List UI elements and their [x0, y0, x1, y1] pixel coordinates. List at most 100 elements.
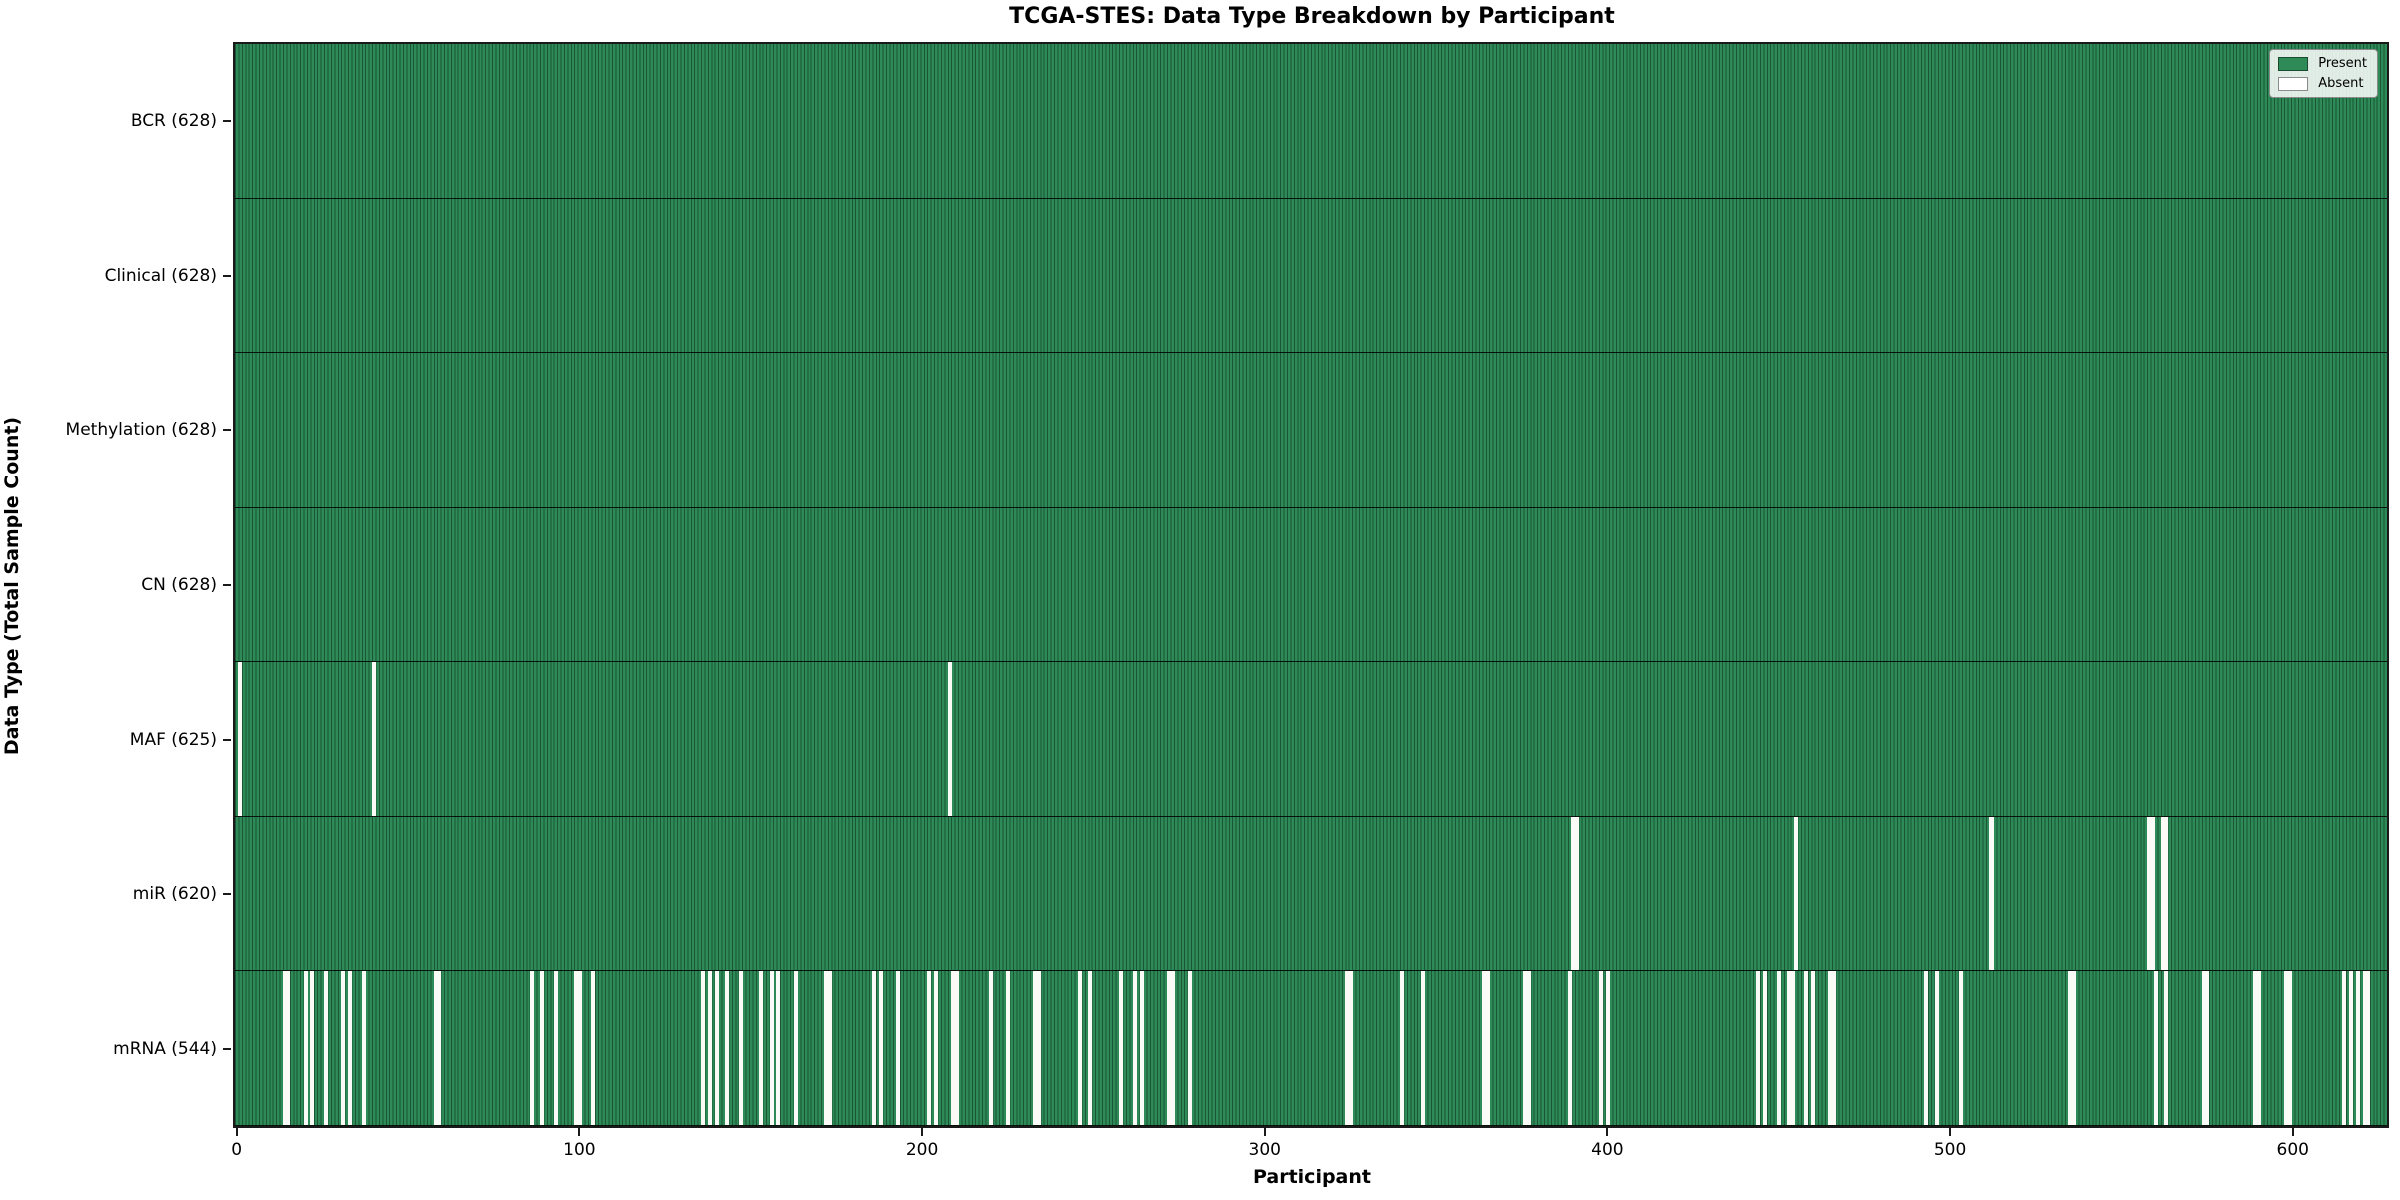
- absent-stripe-mrna-454: [1790, 971, 1795, 1125]
- y-tick-mark: [223, 429, 231, 432]
- absent-stripe-mrna-33: [348, 971, 353, 1125]
- absent-stripe-mrna-364: [1482, 971, 1487, 1125]
- x-tick-mark: [921, 1128, 924, 1136]
- absent-stripe-mrna-617: [2349, 971, 2354, 1125]
- absent-stripe-mrna-100: [577, 971, 582, 1125]
- legend: Present Absent: [2269, 49, 2378, 98]
- absent-stripe-mrna-621: [2363, 971, 2368, 1125]
- absent-stripe-mrna-220: [988, 971, 993, 1125]
- row-clinical: [235, 198, 2387, 354]
- absent-stripe-mrna-536: [2071, 971, 2076, 1125]
- y-tick-mark: [223, 120, 231, 123]
- x-tick-label-0: 0: [231, 1140, 243, 1160]
- absent-stripe-mrna-22: [310, 971, 315, 1125]
- y-axis: BCR (628) Clinical (628) Methylation (628)…: [0, 42, 233, 1128]
- absent-stripe-mrna-136: [701, 971, 706, 1125]
- absent-stripe-mrna-156: [769, 971, 774, 1125]
- absent-stripe-mrna-563: [2164, 971, 2169, 1125]
- absent-stripe-mrna-615: [2342, 971, 2347, 1125]
- absent-stripe-mrna-93: [553, 971, 558, 1125]
- absent-stripe-mrna-173: [827, 971, 832, 1125]
- absent-swatch: [2278, 76, 2309, 91]
- x-tick-mark: [2291, 1128, 2294, 1136]
- absent-stripe-mrna-104: [591, 971, 596, 1125]
- absent-stripe-mrna-389: [1568, 971, 1573, 1125]
- row-maf: [235, 662, 2387, 817]
- absent-stripe-mrna-140: [714, 971, 719, 1125]
- y-tick-label-methylation: Methylation (628): [65, 420, 217, 441]
- plot-area: Present Absent: [233, 42, 2389, 1128]
- y-tick-mark: [223, 893, 231, 896]
- absent-stripe-mrna-31: [341, 971, 346, 1125]
- x-tick-mark: [1263, 1128, 1266, 1136]
- chart-title: TCGA-STES: Data Type Breakdown by Partic…: [1009, 4, 1615, 29]
- absent-stripe-mrna-193: [896, 971, 901, 1125]
- absent-stripe-maf-208: [947, 662, 952, 816]
- absent-stripe-mrna-262: [1132, 971, 1137, 1125]
- absent-stripe-mrna-172: [824, 971, 829, 1125]
- absent-stripe-maf-40: [372, 662, 377, 816]
- legend-label-present: Present: [2318, 56, 2367, 71]
- absent-stripe-maf-1: [238, 662, 243, 816]
- row-methylation: [235, 353, 2387, 508]
- row-mir: [235, 816, 2387, 972]
- absent-stripe-mrna-503: [1958, 971, 1963, 1125]
- absent-stripe-mrna-575: [2205, 971, 2210, 1125]
- absent-stripe-mrna-460: [1811, 971, 1816, 1125]
- y-tick-label-mir: miR (620): [132, 884, 217, 905]
- absent-stripe-mrna-143: [725, 971, 730, 1125]
- absent-stripe-mrna-210: [954, 971, 959, 1125]
- absent-stripe-mrna-278: [1187, 971, 1192, 1125]
- absent-stripe-mrna-26: [324, 971, 329, 1125]
- x-tick-mark: [578, 1128, 581, 1136]
- absent-stripe-mir-455: [1794, 816, 1799, 971]
- y-tick-label-clinical: Clinical (628): [104, 265, 217, 286]
- legend-entry-present: Present: [2278, 56, 2367, 71]
- absent-stripe-mrna-376: [1523, 971, 1528, 1125]
- y-tick-mark: [223, 584, 231, 586]
- absent-stripe-mrna-20: [303, 971, 308, 1125]
- x-tick-label-500: 500: [1933, 1140, 1967, 1160]
- absent-stripe-mrna-204: [934, 971, 939, 1125]
- absent-stripe-mrna-202: [927, 971, 932, 1125]
- absent-stripe-mir-558: [2147, 816, 2152, 971]
- absent-stripe-mrna-86: [529, 971, 534, 1125]
- absent-stripe-mrna-535: [2068, 971, 2073, 1125]
- absent-stripe-mrna-574: [2201, 971, 2206, 1125]
- absent-stripe-mrna-59: [437, 971, 442, 1125]
- absent-stripe-mrna-99: [574, 971, 579, 1125]
- absent-stripe-mrna-58: [433, 971, 438, 1125]
- x-tick-label-300: 300: [1248, 1140, 1281, 1160]
- absent-stripe-mrna-619: [2356, 971, 2361, 1125]
- absent-stripe-mrna-590: [2256, 971, 2261, 1125]
- x-tick-label-600: 600: [2276, 1140, 2309, 1160]
- absent-stripe-mrna-272: [1167, 971, 1172, 1125]
- absent-stripe-mrna-599: [2287, 971, 2292, 1125]
- legend-entry-absent: Absent: [2278, 76, 2367, 91]
- absent-stripe-mrna-398: [1598, 971, 1603, 1125]
- absent-stripe-mir-562: [2160, 816, 2165, 971]
- x-tick-label-400: 400: [1591, 1140, 1624, 1160]
- absent-stripe-mrna-453: [1787, 971, 1792, 1125]
- absent-stripe-mrna-560: [2153, 971, 2158, 1125]
- absent-stripe-mrna-325: [1348, 971, 1353, 1125]
- absent-stripe-mrna-264: [1139, 971, 1144, 1125]
- absent-stripe-mrna-14: [282, 971, 287, 1125]
- absent-stripe-mrna-346: [1420, 971, 1425, 1125]
- x-axis-title: Participant: [1252, 1166, 1371, 1188]
- absent-stripe-mrna-258: [1119, 971, 1124, 1125]
- absent-stripe-mrna-89: [539, 971, 544, 1125]
- absent-stripe-mrna-246: [1077, 971, 1082, 1125]
- y-tick-label-maf: MAF (625): [129, 729, 217, 750]
- absent-stripe-mir-512: [1989, 816, 1994, 971]
- x-tick-label-200: 200: [905, 1140, 939, 1160]
- absent-stripe-mrna-377: [1526, 971, 1531, 1125]
- x-tick-mark: [1606, 1128, 1609, 1136]
- row-mrna: [235, 971, 2387, 1126]
- absent-stripe-mrna-249: [1088, 971, 1093, 1125]
- absent-stripe-mrna-225: [1006, 971, 1011, 1125]
- y-tick-mark: [223, 738, 231, 741]
- absent-stripe-mir-390: [1571, 816, 1576, 971]
- absent-stripe-mrna-234: [1036, 971, 1041, 1125]
